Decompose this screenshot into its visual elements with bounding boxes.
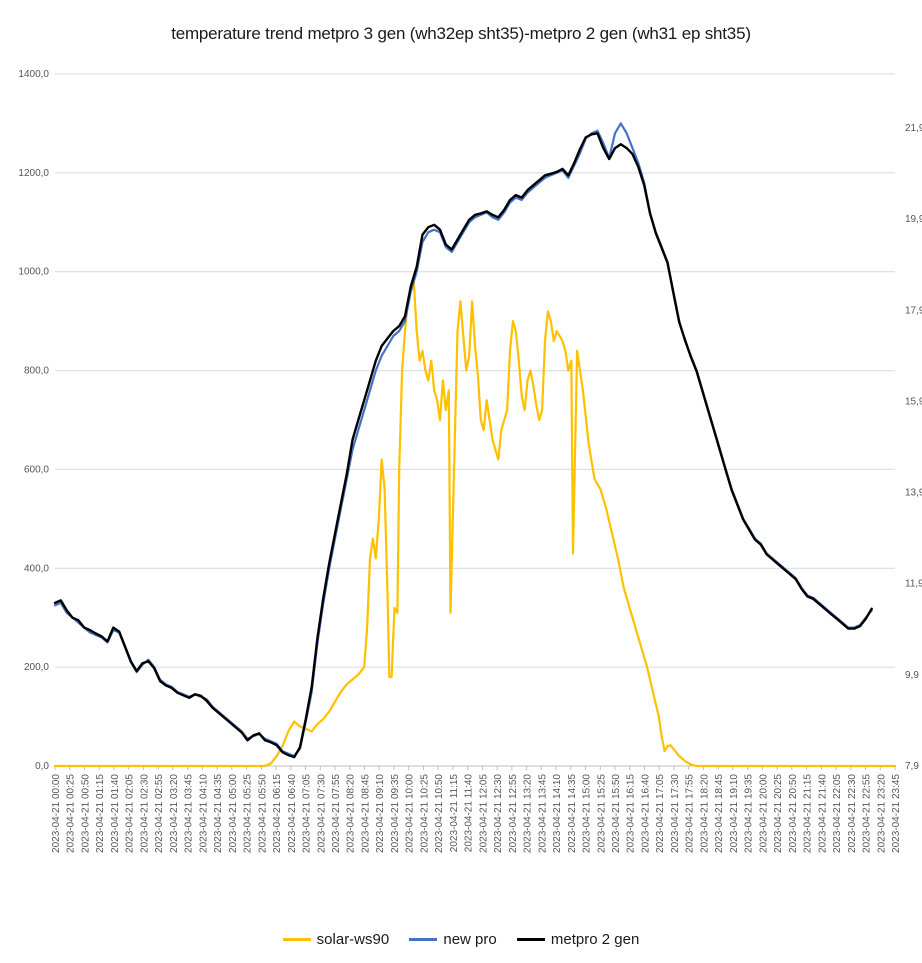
y2-tick-label: 17,9 xyxy=(905,305,922,316)
x-tick-label: 2023-04-21 00:50 xyxy=(80,774,91,853)
x-tick-label: 2023-04-21 13:45 xyxy=(537,774,548,853)
series-line-solar-ws90 xyxy=(53,280,897,768)
x-tick-label: 2023-04-21 15:25 xyxy=(596,774,607,853)
x-tick-label: 2023-04-21 04:35 xyxy=(213,774,224,853)
x-tick-label: 2023-04-21 21:15 xyxy=(803,774,814,853)
x-tick-label: 2023-04-21 08:45 xyxy=(360,774,371,853)
y-tick-label: 1400,0 xyxy=(18,69,49,80)
x-tick-label: 2023-04-21 19:10 xyxy=(729,774,740,853)
x-tick-label: 2023-04-21 09:10 xyxy=(375,774,386,853)
x-tick-label: 2023-04-21 07:05 xyxy=(302,774,313,853)
x-tick-label: 2023-04-21 16:40 xyxy=(640,774,651,853)
x-tick-label: 2023-04-21 03:20 xyxy=(169,774,180,853)
x-tick-label: 2023-04-21 04:10 xyxy=(198,774,209,853)
x-tick-label: 2023-04-21 07:30 xyxy=(316,774,327,853)
x-tick-label: 2023-04-21 12:55 xyxy=(508,774,519,853)
x-tick-label: 2023-04-21 12:30 xyxy=(493,774,504,853)
x-tick-label: 2023-04-21 18:20 xyxy=(699,774,710,853)
legend-swatch-solar xyxy=(282,938,311,941)
y2-tick-label: 15,9 xyxy=(905,396,922,407)
legend-swatch-new-pro xyxy=(409,938,438,941)
x-tick-label: 2023-04-21 10:25 xyxy=(419,774,430,853)
y2-tick-label: 21,9 xyxy=(905,123,922,134)
x-tick-label: 2023-04-21 18:45 xyxy=(714,774,725,853)
series-lines xyxy=(53,122,897,768)
legend-label-metpro: metpro 2 gen xyxy=(550,931,640,948)
x-tick-label: 2023-04-21 23:45 xyxy=(891,774,902,853)
x-tick-label: 2023-04-21 07:55 xyxy=(331,774,342,853)
x-tick-label: 2023-04-21 05:50 xyxy=(257,774,268,853)
x-tick-label: 2023-04-21 15:00 xyxy=(582,774,593,853)
x-axis: 2023-04-21 00:00 2023-04-21 00:25 2023-04-… xyxy=(51,766,902,853)
y2-tick-label: 11,9 xyxy=(905,579,922,590)
x-tick-label: 2023-04-21 20:00 xyxy=(758,774,769,853)
gridlines xyxy=(55,73,895,767)
y-axis: 0,0 200,0 400,0 600,0 800,0 1000,0 1200,0 1400,… xyxy=(18,69,49,772)
x-tick-label: 2023-04-21 02:55 xyxy=(154,774,165,853)
series-line-new-pro xyxy=(53,122,873,758)
x-tick-label: 2023-04-21 19:35 xyxy=(744,774,755,853)
x-tick-label: 2023-04-21 01:40 xyxy=(110,774,121,853)
x-tick-label: 2023-04-21 21:40 xyxy=(817,774,828,853)
x-tick-label: 2023-04-21 06:15 xyxy=(272,774,283,853)
x-tick-label: 2023-04-21 20:25 xyxy=(773,774,784,853)
y-tick-label: 400,0 xyxy=(24,563,49,574)
chart-title: temperature trend metpro 3 gen (wh32ep s… xyxy=(171,24,751,43)
x-tick-label: 2023-04-21 11:40 xyxy=(464,774,475,853)
x-tick-label: 2023-04-21 10:50 xyxy=(434,774,445,853)
x-tick-label: 2023-04-21 03:45 xyxy=(184,774,195,853)
x-tick-label: 2023-04-21 22:55 xyxy=(862,774,873,853)
x-tick-label: 2023-04-21 14:35 xyxy=(567,774,578,853)
legend-label-solar: solar-ws90 xyxy=(316,931,390,948)
legend-item-solar: solar-ws90 xyxy=(282,931,390,948)
x-tick-label: 2023-04-21 09:35 xyxy=(390,774,401,853)
x-tick-label: 2023-04-21 08:20 xyxy=(346,774,357,853)
x-tick-label: 2023-04-21 05:00 xyxy=(228,774,239,853)
y2-tick-label: 13,9 xyxy=(905,488,922,499)
x-tick-label: 2023-04-21 15:50 xyxy=(611,774,622,853)
y2-tick-label: 9,9 xyxy=(905,670,919,681)
x-tick-label: 2023-04-21 20:50 xyxy=(788,774,799,853)
secondary-y-axis: 7,9 9,9 11,9 13,9 15,9 17,9 19,9 21,9 xyxy=(905,123,922,772)
x-tick-label: 2023-04-21 02:05 xyxy=(125,774,136,853)
x-tick-label: 2023-04-21 22:05 xyxy=(832,774,843,853)
legend-label-new-pro: new pro xyxy=(443,931,497,948)
x-tick-label: 2023-04-21 06:40 xyxy=(287,774,298,853)
y-tick-label: 600,0 xyxy=(24,464,49,475)
y-tick-label: 0,0 xyxy=(35,761,49,772)
legend-item-metpro: metpro 2 gen xyxy=(516,931,640,948)
legend-item-new-pro: new pro xyxy=(409,931,497,948)
x-tick-label: 2023-04-21 02:30 xyxy=(139,774,150,853)
x-tick-label: 2023-04-21 00:25 xyxy=(66,774,77,853)
x-tick-label: 2023-04-21 17:55 xyxy=(685,774,696,853)
y-tick-label: 200,0 xyxy=(24,662,49,673)
x-tick-label: 2023-04-21 14:10 xyxy=(552,774,563,853)
y2-tick-label: 7,9 xyxy=(905,761,919,772)
x-tick-label: 2023-04-21 16:15 xyxy=(626,774,637,853)
x-tick-label: 2023-04-21 00:00 xyxy=(51,774,62,853)
y-tick-label: 1200,0 xyxy=(18,168,49,179)
y-tick-label: 800,0 xyxy=(24,366,49,377)
x-tick-label: 2023-04-21 10:00 xyxy=(405,774,416,853)
series-line-metpro-2-gen xyxy=(53,132,873,759)
legend: solar-ws90 new pro metpro 2 gen xyxy=(0,928,922,948)
x-tick-label: 2023-04-21 23:20 xyxy=(876,774,887,853)
y-tick-label: 1000,0 xyxy=(18,267,49,278)
x-tick-label: 2023-04-21 13:20 xyxy=(523,774,534,853)
x-tick-label: 2023-04-21 01:15 xyxy=(95,774,106,853)
x-tick-label: 2023-04-21 05:25 xyxy=(243,774,254,853)
x-tick-label: 2023-04-21 17:30 xyxy=(670,774,681,853)
x-tick-label: 2023-04-21 11:15 xyxy=(449,774,460,853)
x-tick-label: 2023-04-21 12:05 xyxy=(478,774,489,853)
x-tick-label: 2023-04-21 22:30 xyxy=(847,774,858,853)
y2-tick-label: 19,9 xyxy=(905,214,922,225)
x-tick-label: 2023-04-21 17:05 xyxy=(655,774,666,853)
legend-swatch-metpro xyxy=(516,938,545,941)
